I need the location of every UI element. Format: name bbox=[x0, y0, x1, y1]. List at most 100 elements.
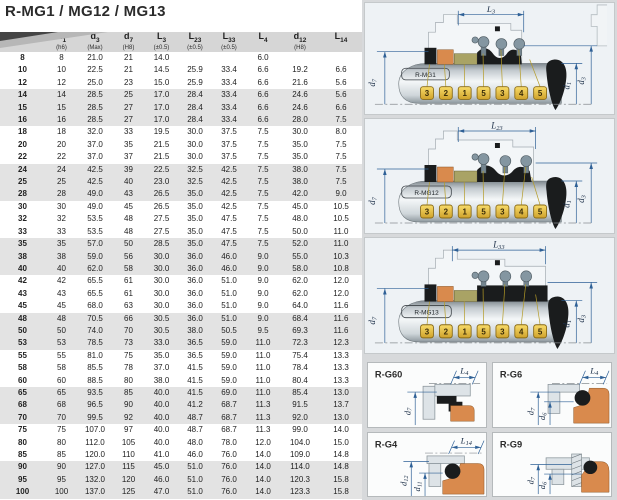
diagram-label: R-MG13 bbox=[401, 305, 452, 319]
column-header: d12 (H8) bbox=[280, 32, 320, 52]
value-cell: 14 bbox=[45, 89, 78, 102]
value-cell: 35.0 bbox=[178, 238, 212, 251]
column-header: L3 (±0.5) bbox=[145, 32, 178, 52]
diagram-label: R-MG1 bbox=[401, 67, 450, 81]
value-cell: 21.6 bbox=[292, 77, 308, 87]
value-cell: 28.5 bbox=[145, 238, 178, 251]
value-cell: 50 bbox=[45, 324, 78, 338]
value-cell: 6.6 bbox=[246, 89, 280, 102]
value-cell: 52.0 bbox=[280, 238, 320, 251]
value-cell: 14.8 bbox=[333, 450, 349, 459]
value-cell: 35.0 bbox=[187, 201, 203, 211]
value-cell: 9.0 bbox=[257, 276, 269, 286]
value-cell: 42.5 bbox=[212, 163, 246, 177]
value-cell: 51.0 bbox=[212, 312, 246, 325]
size-cell: 30 bbox=[18, 201, 27, 211]
value-cell: 49.0 bbox=[78, 188, 112, 201]
value-cell: 40.0 bbox=[153, 437, 170, 447]
size-cell: 33 bbox=[18, 226, 27, 236]
value-cell: 35.0 bbox=[292, 139, 308, 149]
value-cell: 40 bbox=[45, 262, 78, 276]
value-cell: 92 bbox=[112, 411, 145, 425]
part-tag bbox=[438, 86, 453, 100]
dim-label-d7: d7 bbox=[367, 316, 378, 325]
value-cell: 91.5 bbox=[280, 399, 320, 412]
value-cell: 45.0 bbox=[145, 461, 178, 474]
value-cell: 55.0 bbox=[280, 250, 320, 263]
value-cell: 26.5 bbox=[153, 201, 170, 211]
value-cell: 15 bbox=[45, 101, 78, 115]
svg-text:4: 4 bbox=[519, 89, 524, 98]
table-header: d1(h6)d3(Max)d7(H8)L3(±0.5)L23(±0.5)L33(… bbox=[0, 32, 362, 52]
part-number-tags: 3 2 1 5 3 4 5 bbox=[420, 49, 547, 100]
card-label: R-G9 bbox=[500, 439, 522, 449]
value-cell: 30.0 bbox=[187, 139, 203, 149]
value-cell: 42.5 bbox=[78, 163, 112, 177]
size-cell: 75 bbox=[18, 425, 27, 435]
table-row: 38 38 59.0 56 30.0 36.0 46.0 9.0 55.0 10.3 bbox=[0, 250, 362, 263]
value-cell: 120 bbox=[112, 473, 145, 487]
value-cell: 38 bbox=[45, 250, 78, 263]
hatching bbox=[571, 453, 582, 487]
value-cell: 7.5 bbox=[246, 238, 280, 251]
value-cell: 42 bbox=[57, 276, 66, 286]
value-cell: 90 bbox=[112, 399, 145, 412]
table-row: 12 12 25.0 23 15.0 25.9 33.4 6.6 21.6 5.6 bbox=[0, 77, 362, 89]
dim-label-d3: d3 bbox=[576, 194, 587, 203]
value-cell: 76.0 bbox=[221, 450, 237, 459]
value-cell: 13.7 bbox=[320, 399, 362, 412]
detail-diagram-r-g60: R-G60 L4 d7 bbox=[375, 366, 481, 426]
dim-label-d1: d1 bbox=[561, 320, 572, 328]
size-cell: 24 bbox=[0, 163, 45, 177]
detail-card-r-g6: R-G6 L4 d7 d6 bbox=[492, 362, 612, 428]
value-cell: 62.0 bbox=[78, 262, 112, 276]
table-row: 65 65 93.5 85 40.0 41.5 69.0 11.0 85.4 13.0 bbox=[0, 386, 362, 400]
value-cell: 69.3 bbox=[280, 324, 320, 338]
value-cell: 38.0 bbox=[153, 375, 170, 385]
retainer bbox=[545, 457, 590, 470]
value-cell: 109.0 bbox=[289, 450, 311, 459]
value-cell: 28 bbox=[45, 188, 78, 201]
value-cell: 27.5 bbox=[153, 226, 170, 236]
size-cell: 28 bbox=[0, 188, 45, 201]
value-cell: 78.0 bbox=[221, 437, 237, 447]
sleeve bbox=[571, 453, 582, 487]
dim-label-d1: d1 bbox=[561, 82, 573, 90]
value-cell bbox=[280, 52, 320, 64]
value-cell: 50.0 bbox=[292, 226, 308, 236]
value-cell: 32.5 bbox=[178, 176, 212, 189]
value-cell: 42.5 bbox=[212, 188, 246, 201]
oring-teardrop bbox=[548, 296, 569, 349]
part-tag bbox=[476, 204, 491, 219]
value-cell: 123.3 bbox=[280, 486, 320, 499]
part-tag bbox=[514, 324, 529, 339]
value-cell: 33.4 bbox=[212, 101, 246, 115]
value-cell: 68.7 bbox=[221, 425, 237, 435]
value-cell: 7.5 bbox=[335, 152, 347, 162]
value-cell: 59.0 bbox=[221, 350, 237, 360]
value-cell: 7.5 bbox=[257, 226, 269, 236]
value-cell: 12 bbox=[57, 77, 66, 87]
value-cell: 19.5 bbox=[153, 127, 170, 137]
value-cell: 53.5 bbox=[87, 214, 103, 224]
value-cell: 7.5 bbox=[335, 139, 347, 149]
value-cell: 99.0 bbox=[292, 425, 308, 435]
value-cell: 7.5 bbox=[320, 176, 362, 189]
value-cell: 53 bbox=[45, 337, 78, 350]
seal-components bbox=[424, 143, 532, 183]
size-cell: 48 bbox=[0, 312, 45, 325]
table-row: 40 40 62.0 58 30.0 36.0 46.0 9.0 58.0 10.8 bbox=[0, 262, 362, 276]
value-cell: 22 bbox=[57, 152, 66, 162]
value-cell: 13.0 bbox=[320, 411, 362, 425]
value-cell: 105 bbox=[121, 437, 136, 447]
seal-diagram-card-r-mg1: R-MG1 3 2 1 5 3 bbox=[364, 2, 615, 115]
value-cell: 25.9 bbox=[187, 77, 203, 87]
column-header: L14 bbox=[320, 32, 362, 52]
value-cell: 16 bbox=[45, 114, 78, 127]
value-cell: 62.0 bbox=[292, 288, 308, 298]
value-cell: 36.0 bbox=[178, 312, 212, 325]
value-cell: 60 bbox=[57, 375, 66, 385]
value-cell: 14.0 bbox=[333, 425, 349, 435]
value-cell: 11.0 bbox=[246, 337, 280, 350]
size-cell: 14 bbox=[0, 89, 45, 102]
